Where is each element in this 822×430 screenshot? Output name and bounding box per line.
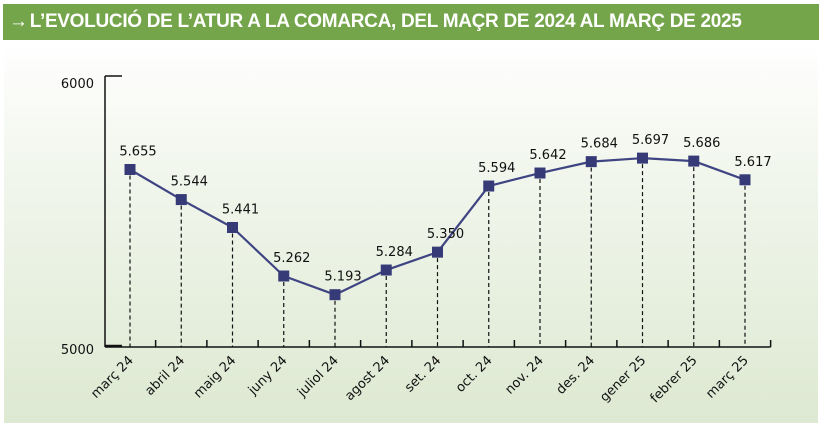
data-label: 5.594 <box>478 161 515 176</box>
data-label: 5.655 <box>119 144 156 159</box>
data-label: 5.684 <box>581 137 618 152</box>
data-label: 5.642 <box>529 148 566 163</box>
data-label: 5.697 <box>632 133 669 148</box>
data-label: 5.686 <box>683 136 720 151</box>
drop-lines <box>129 164 746 347</box>
x-axis-ticks <box>154 340 772 347</box>
data-point-marker <box>329 289 341 301</box>
data-point-marker <box>227 221 238 233</box>
data-point-marker <box>278 270 290 282</box>
data-point-marker <box>432 246 443 258</box>
data-point-marker <box>534 167 546 179</box>
data-markers <box>124 152 751 301</box>
data-label: 5.544 <box>171 175 208 190</box>
data-point-marker <box>483 180 495 192</box>
x-category-label: abril 24 <box>142 353 188 399</box>
data-point-marker <box>637 152 648 164</box>
chart-title: L’EVOLUCIÓ DE L’ATUR A LA COMARCA, DEL M… <box>29 11 742 32</box>
data-point-marker <box>380 264 392 276</box>
chart-title-bar: → L’EVOLUCIÓ DE L’ATUR A LA COMARCA, DEL … <box>3 4 819 40</box>
data-point-marker <box>124 163 136 175</box>
x-category-label: març 24 <box>88 353 136 401</box>
x-category-label: juliol 24 <box>294 353 342 401</box>
chart-background-panel <box>4 44 818 423</box>
data-label: 5.441 <box>222 202 259 217</box>
data-point-marker <box>688 155 700 167</box>
data-point-marker <box>175 194 187 206</box>
y-tick-label-max: 6000 <box>61 77 94 92</box>
data-point-marker <box>739 174 751 186</box>
data-label: 5.193 <box>324 270 361 285</box>
x-category-label: maig 24 <box>191 353 239 401</box>
x-category-label: nov. 24 <box>503 353 547 397</box>
x-category-label: juny 24 <box>245 353 291 399</box>
x-category-label: agost 24 <box>342 353 393 404</box>
x-category-label: oct. 24 <box>453 353 495 395</box>
data-label: 5.262 <box>273 251 310 266</box>
x-category-label: set. 24 <box>402 353 444 395</box>
axes: 6000 5000 <box>61 75 772 358</box>
data-point-marker <box>585 156 597 168</box>
x-category-label: març 25 <box>703 353 751 401</box>
data-labels: 5.655 5.544 5.441 5.262 5.193 5.284 5.350 5.594… <box>119 133 771 285</box>
data-label: 5.617 <box>734 155 771 170</box>
y-tick-label-min: 5000 <box>61 343 94 358</box>
x-category-label: febrer 25 <box>648 353 701 406</box>
x-category-label: des. 24 <box>554 353 598 397</box>
arrow-right-icon: → <box>9 11 28 32</box>
data-label: 5.284 <box>376 245 413 260</box>
data-label: 5.350 <box>427 227 464 242</box>
x-category-label: gener 25 <box>597 353 649 405</box>
x-category-labels: març 24 abril 24 maig 24 juny 24 juliol 24 ag… <box>88 353 751 406</box>
